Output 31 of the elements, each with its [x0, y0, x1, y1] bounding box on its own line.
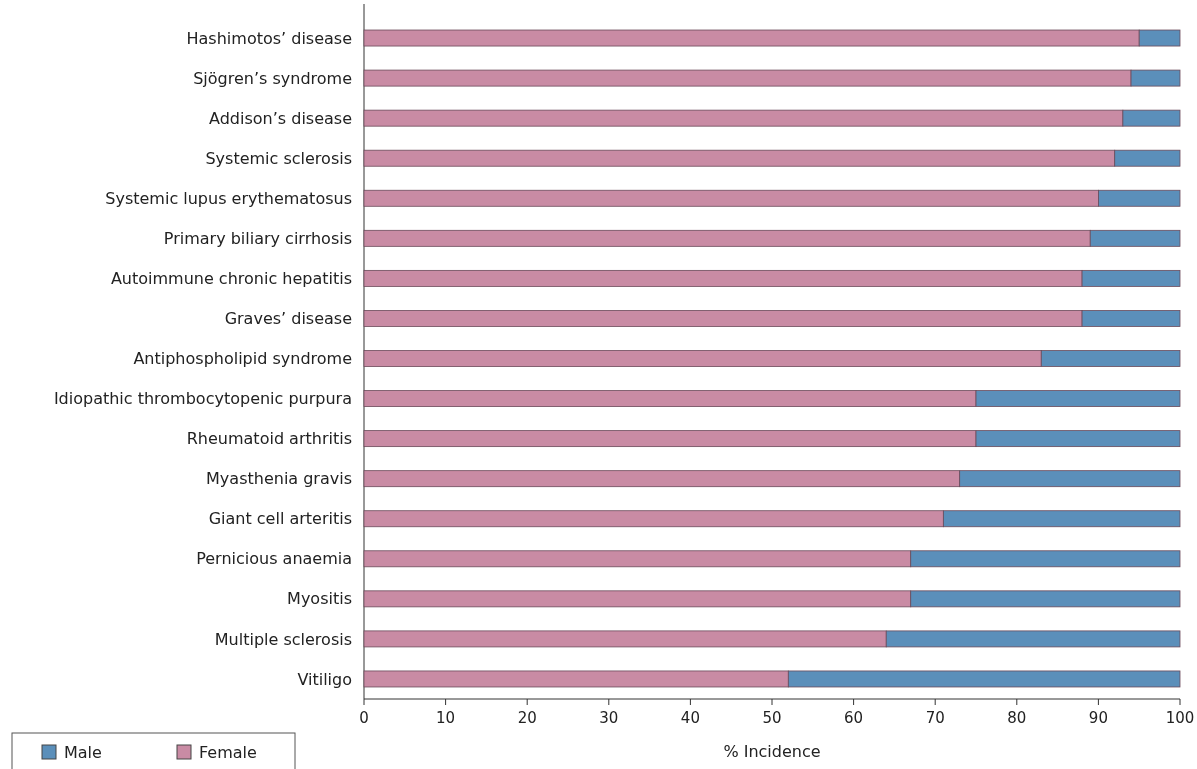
x-tick-label: 90 [1088, 709, 1108, 727]
y-tick-label: Autoimmune chronic hepatitis [110, 268, 352, 288]
x-tick-label: 100 [1165, 709, 1195, 727]
x-tick-label: 60 [844, 709, 864, 727]
y-tick-label: Sjögren’s syndrome [193, 68, 352, 88]
legend-label: Male [64, 742, 102, 762]
y-tick-label: Systemic sclerosis [205, 148, 352, 168]
y-tick-label: Myositis [287, 589, 352, 609]
y-tick-label: Giant cell arteritis [208, 509, 352, 529]
y-tick-label: Graves’ disease [224, 309, 352, 329]
x-tick-label: 80 [1007, 709, 1027, 727]
y-tick-label: Addison’s disease [209, 108, 352, 128]
y-tick-label: Multiple sclerosis [214, 629, 352, 649]
y-tick-label: Myasthenia gravis [206, 469, 352, 489]
x-tick-label: 70 [925, 709, 945, 727]
y-tick-label: Pernicious anaemia [196, 549, 352, 569]
y-tick-label: Hashimotos’ disease [186, 28, 352, 48]
x-tick-label: 20 [517, 709, 537, 727]
x-tick-label: 0 [359, 709, 369, 727]
y-tick-label: Vitiligo [297, 669, 352, 689]
x-tick-label: 50 [762, 709, 782, 727]
x-tick-label: 30 [599, 709, 619, 727]
legend-label: Female [199, 742, 257, 762]
x-tick-label: 10 [436, 709, 456, 727]
y-tick-label: Antiphospholipid syndrome [133, 349, 352, 369]
y-tick-label: Primary biliary cirrhosis [163, 228, 352, 248]
y-tick-label: Idiopathic thrombocytopenic purpura [53, 389, 352, 409]
y-tick-label: Systemic lupus erythematosus [105, 188, 352, 208]
x-tick-label: 40 [680, 709, 700, 727]
y-tick-label: Rheumatoid arthritis [186, 429, 352, 449]
x-axis-title: % Incidence [723, 742, 821, 761]
